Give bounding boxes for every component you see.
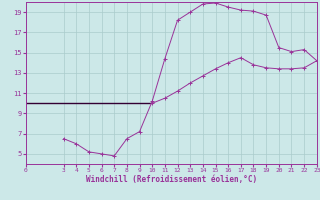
X-axis label: Windchill (Refroidissement éolien,°C): Windchill (Refroidissement éolien,°C) bbox=[86, 175, 257, 184]
